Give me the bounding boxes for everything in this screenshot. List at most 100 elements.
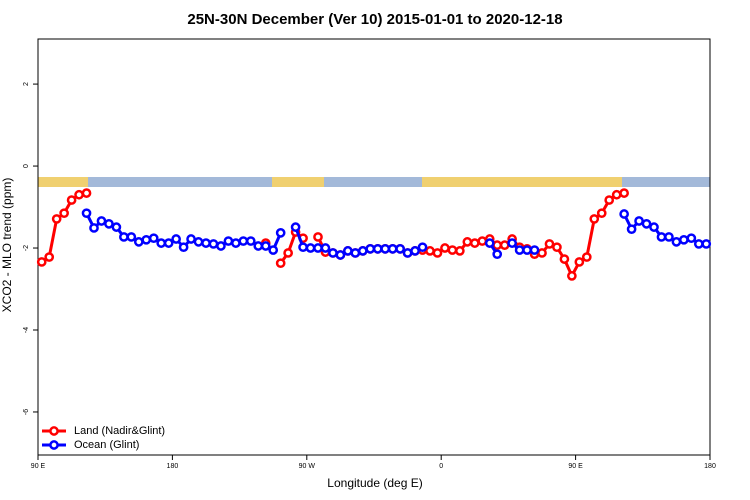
x-axis-label: Longitude (deg E) <box>327 476 422 490</box>
point <box>395 243 405 254</box>
legend-marker <box>49 440 59 450</box>
point <box>686 233 697 244</box>
point <box>328 248 338 258</box>
y-tick-label: -4 <box>23 327 30 333</box>
point <box>96 216 107 226</box>
point <box>581 252 592 262</box>
point <box>357 246 368 256</box>
point <box>238 236 249 246</box>
point <box>298 242 308 253</box>
point <box>335 250 346 260</box>
point <box>111 222 122 232</box>
point <box>559 254 570 264</box>
point <box>634 216 644 226</box>
point <box>245 236 256 246</box>
point <box>567 271 577 281</box>
x-tick-label: 90 E <box>31 463 46 470</box>
point <box>216 241 226 251</box>
point <box>81 208 92 219</box>
point <box>649 222 659 232</box>
land-strip <box>272 177 324 187</box>
point <box>208 239 219 249</box>
ocean-strip <box>38 177 710 187</box>
point <box>290 222 301 232</box>
point <box>484 238 495 248</box>
point <box>589 214 600 224</box>
point <box>350 248 361 258</box>
point <box>462 237 473 247</box>
land-strip <box>422 177 622 187</box>
point <box>469 238 480 248</box>
point <box>275 258 286 269</box>
point <box>447 245 458 255</box>
point <box>36 257 47 267</box>
y-tick-label: 2 <box>23 82 30 86</box>
point <box>283 248 293 258</box>
point <box>193 237 204 247</box>
point <box>201 238 211 248</box>
point <box>156 238 167 248</box>
point <box>178 242 189 253</box>
point <box>455 246 465 256</box>
point <box>44 252 55 262</box>
point <box>81 188 92 198</box>
legend: Land (Nadir&Glint) Ocean (Glint) <box>42 425 165 451</box>
point <box>619 188 629 198</box>
point <box>66 195 77 205</box>
point <box>552 242 562 253</box>
land-strip <box>38 177 88 187</box>
point <box>619 209 629 219</box>
y-axis-label: XCO2 - MLO trend (ppm) <box>0 178 14 313</box>
y-tick-label: -2 <box>23 245 30 251</box>
x-tick-label: 0 <box>439 463 443 470</box>
point <box>522 245 532 255</box>
point <box>514 245 525 255</box>
point <box>275 228 286 238</box>
point <box>507 238 517 248</box>
x-tick-label: 90 E <box>568 463 583 470</box>
point <box>186 234 196 244</box>
point <box>604 195 615 205</box>
point <box>701 239 712 249</box>
point <box>477 236 488 246</box>
point <box>268 245 279 255</box>
point <box>163 238 174 248</box>
point <box>641 218 652 229</box>
point <box>611 189 622 200</box>
point <box>313 232 323 242</box>
point <box>74 189 84 200</box>
point <box>343 246 353 256</box>
point <box>626 224 637 235</box>
point <box>410 246 420 256</box>
point <box>59 208 69 219</box>
point <box>664 232 674 242</box>
point <box>89 223 99 233</box>
x-tick-label: 180 <box>167 463 179 470</box>
point <box>141 234 152 245</box>
x-tick-label: 180 <box>704 463 716 470</box>
point <box>365 243 376 254</box>
point <box>679 234 689 245</box>
point <box>119 232 129 242</box>
legend-marker <box>49 426 59 436</box>
point <box>537 248 547 258</box>
y-tick-label: -6 <box>23 409 30 415</box>
point <box>440 243 450 253</box>
y-tick-label: 0 <box>23 164 30 168</box>
point <box>148 233 159 244</box>
point <box>387 243 398 254</box>
point <box>596 208 607 219</box>
point <box>320 243 331 253</box>
point <box>253 241 264 251</box>
point <box>231 238 241 248</box>
point <box>432 248 443 258</box>
point <box>223 236 234 246</box>
point <box>693 239 704 249</box>
map-strip <box>38 177 710 187</box>
point <box>425 246 435 256</box>
point <box>171 234 181 244</box>
legend-label: Ocean (Glint) <box>74 439 139 451</box>
chart-title: 25N-30N December (Ver 10) 2015-01-01 to … <box>187 11 562 28</box>
point <box>499 240 510 251</box>
